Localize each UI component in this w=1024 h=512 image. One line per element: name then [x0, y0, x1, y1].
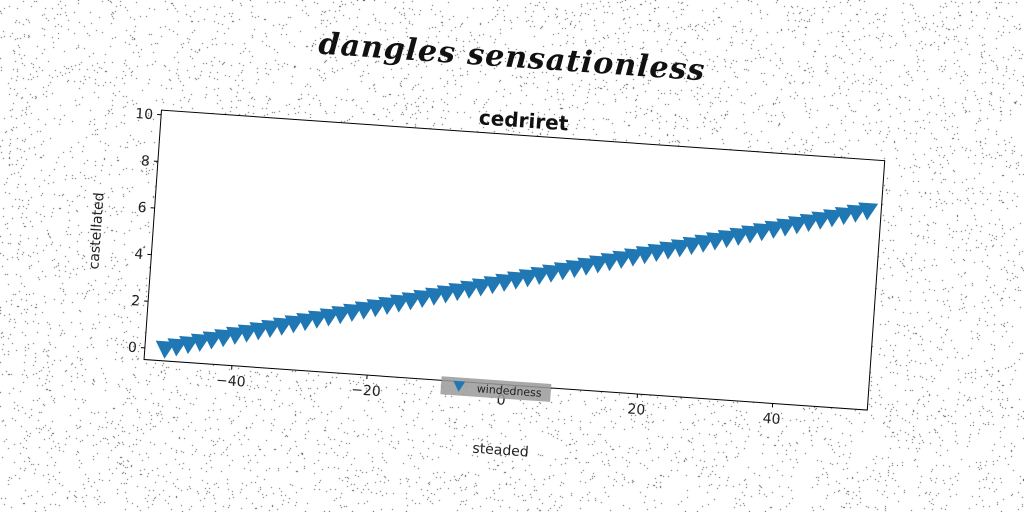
- data-point: [307, 310, 328, 329]
- data-point: [834, 206, 855, 226]
- data-point: [425, 287, 445, 306]
- data-point: [155, 340, 176, 359]
- data-point: [448, 282, 469, 302]
- data-point: [588, 255, 609, 274]
- y-tick-label: 2: [131, 293, 141, 310]
- data-point: [436, 285, 457, 304]
- data-point: [600, 253, 621, 272]
- x-tick-label: 20: [627, 401, 646, 418]
- data-point: [647, 243, 668, 262]
- legend-marker-triangle-down-icon: [453, 380, 466, 392]
- data-point: [319, 308, 340, 327]
- data-point: [343, 303, 363, 322]
- data-point: [214, 329, 235, 348]
- y-axis-label: castellated: [86, 192, 107, 270]
- data-point: [413, 289, 434, 309]
- data-point: [577, 257, 598, 276]
- data-point: [483, 276, 504, 295]
- data-point: [717, 229, 738, 249]
- data-point: [553, 262, 574, 281]
- legend-box: [440, 376, 552, 402]
- data-point: [682, 236, 703, 256]
- data-point: [401, 292, 422, 311]
- data-point: [331, 306, 352, 325]
- data-point: [518, 269, 539, 288]
- data-point: [799, 213, 820, 233]
- data-point: [823, 209, 844, 228]
- data-point: [787, 216, 808, 235]
- data-point: [460, 280, 481, 299]
- data-point: [694, 234, 715, 253]
- data-point: [249, 322, 270, 341]
- chart-title: cedriret: [478, 105, 569, 135]
- data-point: [776, 218, 797, 237]
- data-point: [495, 273, 516, 292]
- x-axis-label: steaded: [472, 441, 529, 461]
- data-point: [190, 333, 211, 352]
- data-point: [366, 299, 387, 318]
- data-point: [729, 227, 750, 246]
- data-point: [624, 248, 644, 267]
- x-tick-label: 0: [496, 392, 506, 409]
- data-point: [506, 271, 527, 290]
- y-tick-label: 6: [137, 200, 147, 217]
- data-point: [296, 312, 317, 332]
- data-point: [565, 259, 586, 279]
- data-point: [272, 317, 293, 336]
- data-point: [530, 266, 551, 286]
- data-point: [354, 301, 375, 320]
- x-tick-label: −20: [351, 382, 382, 400]
- data-point: [635, 246, 656, 265]
- y-axis: 0 2 4 6 8 10: [127, 106, 162, 357]
- data-point: [167, 338, 188, 357]
- x-tick-label: 40: [762, 411, 781, 428]
- data-point: [389, 294, 410, 313]
- y-tick-label: 8: [140, 153, 150, 170]
- x-axis: −40 −20 0 20 40: [216, 365, 781, 428]
- data-point: [284, 315, 305, 334]
- data-point: [659, 241, 680, 260]
- data-point: [670, 239, 691, 258]
- x-tick-label: −40: [216, 373, 247, 391]
- legend-label: windedness: [476, 382, 542, 400]
- plot-group: −40 −20 0 20 40 0 2 4 6 8 10 cedriret steaded cas…: [86, 105, 886, 461]
- data-point: [225, 326, 246, 345]
- data-point: [741, 225, 762, 244]
- data-point: [542, 264, 563, 283]
- series-windedness: [155, 202, 879, 359]
- y-tick-label: 0: [127, 340, 137, 357]
- y-tick-label: 4: [134, 246, 144, 263]
- data-point: [471, 278, 492, 297]
- data-point: [179, 335, 200, 355]
- data-point: [846, 204, 867, 223]
- y-tick-label: 10: [135, 106, 154, 123]
- data-point: [811, 211, 832, 230]
- data-point: [378, 296, 399, 315]
- legend: windedness: [440, 376, 552, 402]
- data-point: [612, 250, 633, 269]
- data-point: [858, 202, 879, 221]
- data-point: [752, 223, 773, 242]
- data-point: [764, 220, 785, 239]
- data-point: [202, 331, 223, 350]
- data-point: [237, 324, 258, 343]
- data-point: [705, 232, 726, 251]
- data-point: [261, 319, 282, 339]
- axes-background: [144, 110, 885, 411]
